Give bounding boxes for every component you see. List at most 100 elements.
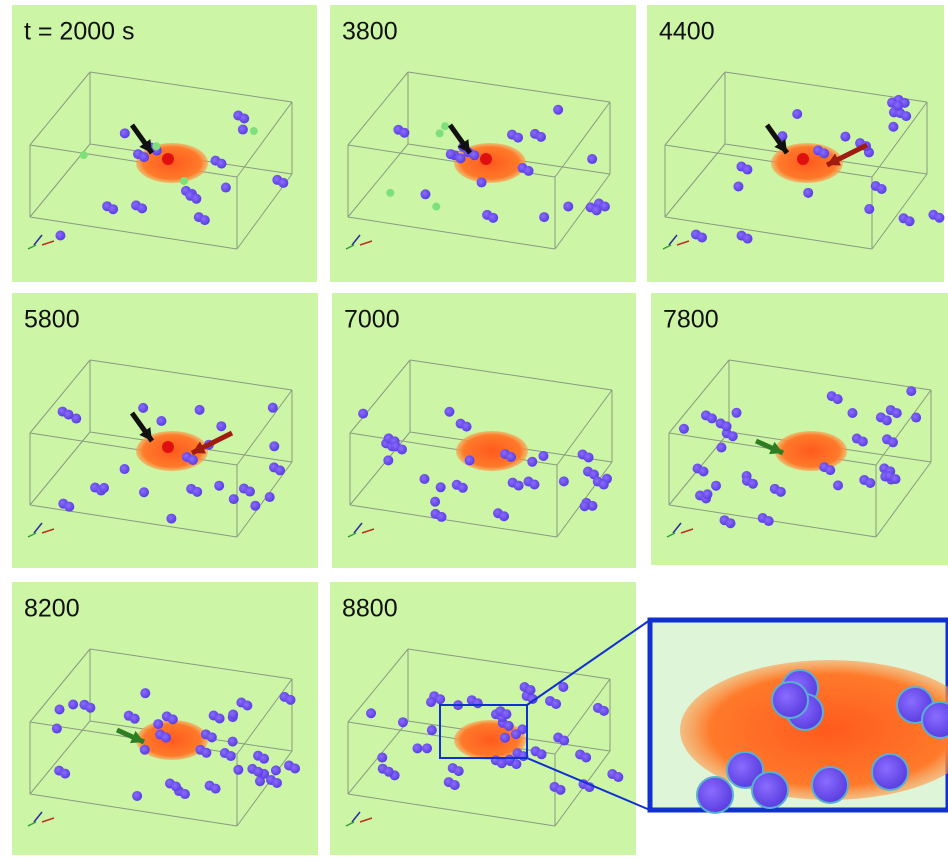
particle bbox=[427, 725, 437, 735]
particle bbox=[527, 457, 537, 467]
particle bbox=[250, 501, 260, 511]
panel-background bbox=[647, 5, 944, 282]
particle bbox=[901, 111, 911, 121]
particle bbox=[722, 421, 732, 431]
particle bbox=[238, 125, 248, 135]
zoom-particle bbox=[772, 682, 808, 718]
panel-label: 7800 bbox=[663, 306, 719, 334]
particle bbox=[215, 714, 225, 724]
particle bbox=[430, 497, 440, 507]
particle bbox=[833, 394, 843, 404]
particle bbox=[858, 437, 868, 447]
particle bbox=[290, 764, 300, 774]
particle bbox=[245, 487, 255, 497]
particle bbox=[60, 769, 70, 779]
particle bbox=[446, 149, 456, 159]
particle bbox=[504, 721, 514, 731]
particle bbox=[743, 234, 753, 244]
particle bbox=[221, 183, 231, 193]
particle bbox=[726, 518, 736, 528]
particle bbox=[556, 785, 566, 795]
cell bbox=[456, 431, 528, 471]
particle bbox=[905, 216, 915, 226]
particle bbox=[68, 699, 78, 709]
particle bbox=[499, 511, 509, 521]
particle bbox=[911, 413, 921, 423]
panel-label: 7000 bbox=[344, 306, 400, 334]
particle bbox=[120, 464, 130, 474]
particle bbox=[211, 784, 221, 794]
particle bbox=[265, 492, 275, 502]
particle bbox=[539, 212, 549, 222]
particle bbox=[278, 178, 288, 188]
cell-center bbox=[480, 153, 492, 165]
particle bbox=[399, 128, 409, 138]
particle bbox=[803, 188, 813, 198]
particle bbox=[819, 148, 829, 158]
particle bbox=[906, 386, 916, 396]
particle bbox=[553, 105, 563, 115]
particle bbox=[216, 159, 226, 169]
zoom-particle bbox=[812, 767, 848, 803]
particle bbox=[529, 479, 539, 489]
particle bbox=[140, 688, 150, 698]
green-particle bbox=[180, 177, 188, 185]
particle bbox=[419, 474, 429, 484]
particle bbox=[473, 698, 483, 708]
particle bbox=[699, 466, 709, 476]
particle bbox=[216, 421, 226, 431]
particle bbox=[592, 205, 602, 215]
particle bbox=[233, 765, 243, 775]
particle bbox=[488, 213, 498, 223]
panel: 5800 bbox=[12, 293, 318, 568]
panel-label: 5800 bbox=[24, 306, 80, 334]
panel-label: 3800 bbox=[342, 18, 398, 46]
particle bbox=[847, 408, 857, 418]
particle bbox=[877, 184, 887, 194]
particle bbox=[454, 766, 464, 776]
particle bbox=[716, 443, 726, 453]
panel-label: t = 2000 s bbox=[24, 18, 135, 46]
particle bbox=[358, 409, 368, 419]
particle bbox=[171, 781, 181, 791]
zoom-particle bbox=[752, 772, 788, 808]
particle bbox=[559, 736, 569, 746]
particle bbox=[436, 482, 446, 492]
particle bbox=[207, 732, 217, 742]
particle bbox=[458, 483, 468, 493]
particle bbox=[271, 765, 281, 775]
particle bbox=[702, 489, 712, 499]
particle bbox=[137, 203, 147, 213]
particle bbox=[166, 514, 176, 524]
green-particle bbox=[432, 203, 440, 211]
green-particle bbox=[441, 122, 449, 130]
panel-label: 8800 bbox=[342, 595, 398, 623]
particle bbox=[580, 501, 590, 511]
particle bbox=[269, 441, 279, 451]
particle bbox=[242, 700, 252, 710]
particle bbox=[397, 444, 407, 454]
particle bbox=[456, 153, 466, 163]
green-particle bbox=[386, 189, 394, 197]
panel-label: 8200 bbox=[24, 595, 80, 623]
particle bbox=[188, 455, 198, 465]
particle bbox=[551, 699, 561, 709]
particle bbox=[524, 166, 534, 176]
particle bbox=[506, 452, 516, 462]
particle bbox=[161, 733, 171, 743]
particle bbox=[383, 455, 393, 465]
panel: 4400 bbox=[647, 5, 944, 282]
particle bbox=[500, 733, 510, 743]
particle bbox=[366, 708, 376, 718]
particle bbox=[537, 749, 547, 759]
particle bbox=[275, 465, 285, 475]
particle bbox=[581, 752, 591, 762]
particle bbox=[840, 132, 850, 142]
particle bbox=[587, 154, 597, 164]
particle bbox=[153, 719, 163, 729]
particle bbox=[191, 194, 201, 204]
zoom-particle bbox=[697, 777, 733, 813]
particle bbox=[825, 465, 835, 475]
particle bbox=[888, 122, 898, 132]
particle bbox=[272, 778, 282, 788]
